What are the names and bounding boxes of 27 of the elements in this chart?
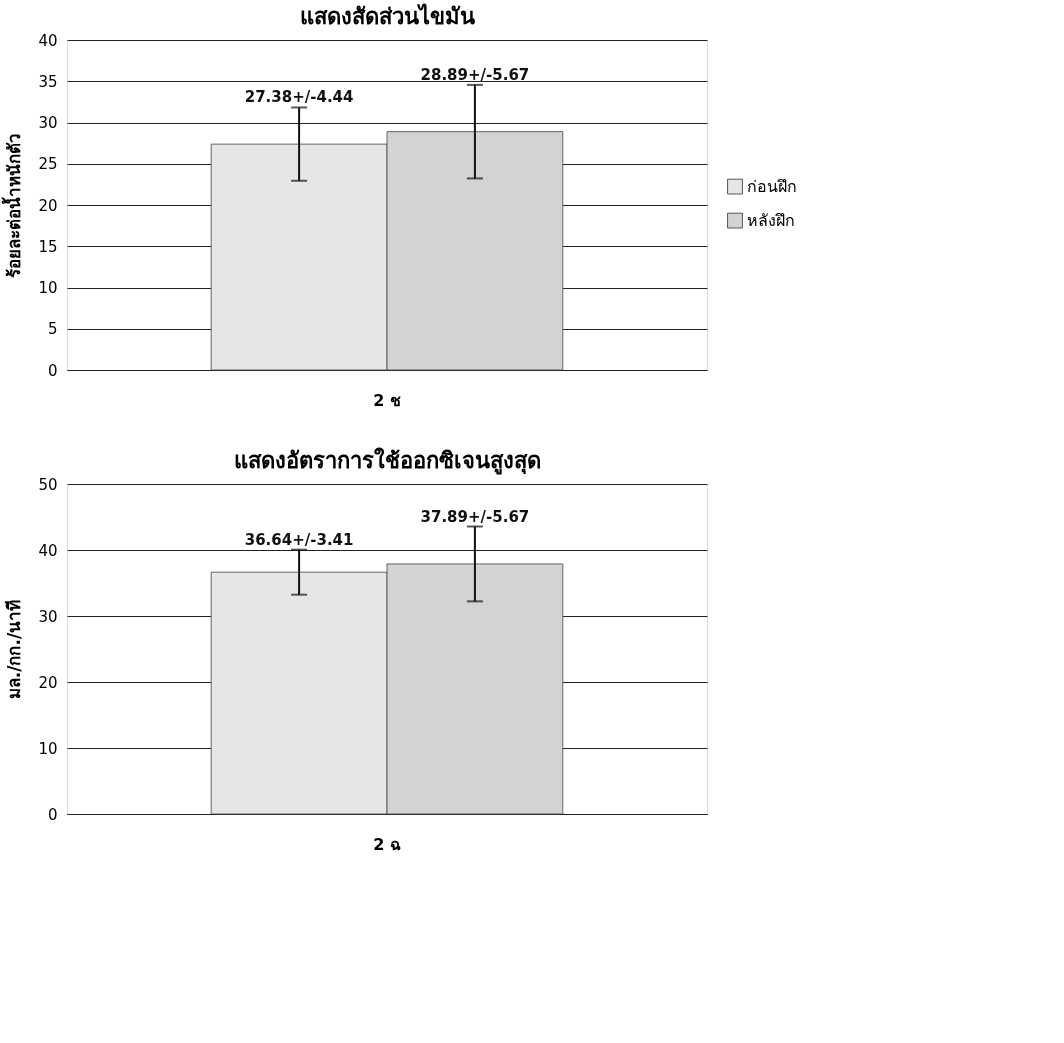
y-tick-label: 50: [38, 475, 58, 494]
y-tick-label: 35: [38, 72, 58, 91]
y-tick-label: 30: [38, 607, 58, 626]
y-tick-label: 15: [38, 237, 58, 256]
y-tick-label: 25: [38, 155, 58, 174]
legend-label: ก่อนฝึก: [747, 176, 797, 196]
y-tick-label: 30: [38, 114, 58, 132]
data-label: 37.89+/-5.67: [420, 507, 530, 526]
legend-label: หลังฝึก: [747, 210, 795, 230]
y-tick-label: 0: [47, 361, 58, 380]
chart-title: แสดงอัตราการใช้ออกซิเจนสูงสุด: [233, 447, 541, 475]
chart-title: แสดงสัดส่วนไขมัน: [299, 3, 475, 29]
data-label: 36.64+/-3.41: [244, 530, 354, 549]
x-tick-label: 2 ช: [373, 390, 401, 410]
y-axis-title: ร้อยละต่อน้ำหนักตัว: [1, 133, 25, 278]
data-label: 27.38+/-4.44: [244, 88, 354, 107]
y-tick-label: 10: [38, 739, 58, 758]
data-label: 28.89+/-5.67: [420, 65, 530, 84]
y-tick-label: 10: [38, 279, 58, 297]
y-tick-label: 20: [38, 196, 58, 215]
y-tick-label: 20: [38, 673, 58, 692]
x-tick-label: 2 ฉ: [373, 834, 401, 854]
y-tick-label: 5: [47, 320, 58, 339]
y-axis-title: มล./กก./นาที: [4, 599, 25, 700]
y-tick-label: 0: [47, 805, 58, 824]
y-tick-label: 40: [38, 31, 58, 50]
y-tick-label: 40: [38, 541, 58, 560]
